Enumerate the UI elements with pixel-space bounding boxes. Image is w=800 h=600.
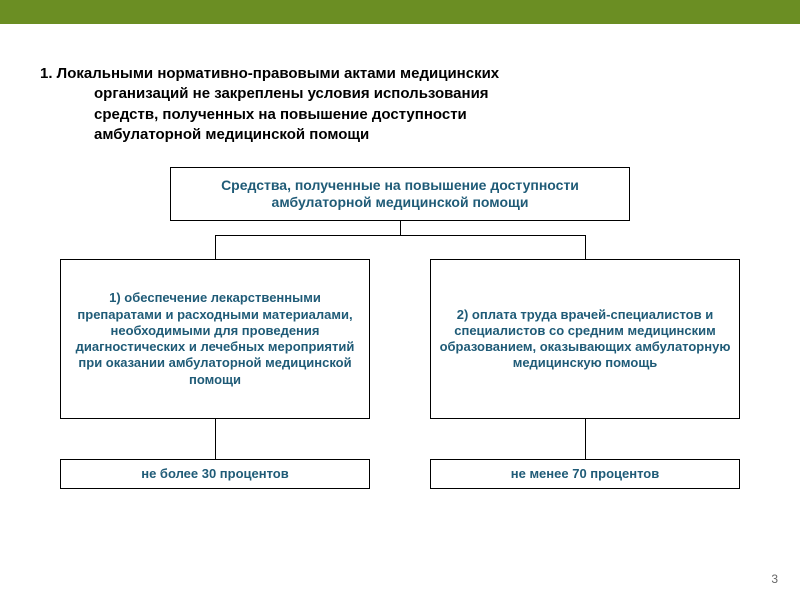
flowchart: Средства, полученные на повышение доступ… [30, 167, 770, 527]
flow-node-bl-label: не более 30 процентов [141, 466, 289, 482]
title-line-1: 1. Локальными нормативно-правовыми актам… [40, 65, 499, 82]
connector-line [400, 221, 401, 235]
flow-node-top: Средства, полученные на повышение доступ… [170, 167, 630, 221]
connector-line [215, 235, 216, 259]
slide-title: 1. Локальными нормативно-правовыми актам… [30, 64, 770, 145]
title-line-3: средств, полученных на повышение доступн… [40, 105, 770, 125]
connector-line [215, 235, 585, 236]
accent-bar [0, 0, 800, 24]
flow-node-right-label: 2) оплата труда врачей-специалистов и сп… [439, 307, 731, 372]
flow-node-top-label: Средства, полученные на повышение доступ… [179, 177, 621, 212]
content-area: 1. Локальными нормативно-правовыми актам… [0, 24, 800, 527]
connector-line [215, 419, 216, 459]
flow-node-left-label: 1) обеспечение лекарственными препаратам… [69, 290, 361, 388]
flow-node-bottom-right: не менее 70 процентов [430, 459, 740, 489]
page-number: 3 [771, 572, 778, 586]
flow-node-bottom-left: не более 30 процентов [60, 459, 370, 489]
connector-line [585, 235, 586, 259]
connector-line [585, 419, 586, 459]
flow-node-left: 1) обеспечение лекарственными препаратам… [60, 259, 370, 419]
title-line-4: амбулаторной медицинской помощи [40, 125, 770, 145]
flow-node-br-label: не менее 70 процентов [511, 466, 659, 482]
flow-node-right: 2) оплата труда врачей-специалистов и сп… [430, 259, 740, 419]
title-line-2: организаций не закреплены условия исполь… [40, 84, 770, 104]
